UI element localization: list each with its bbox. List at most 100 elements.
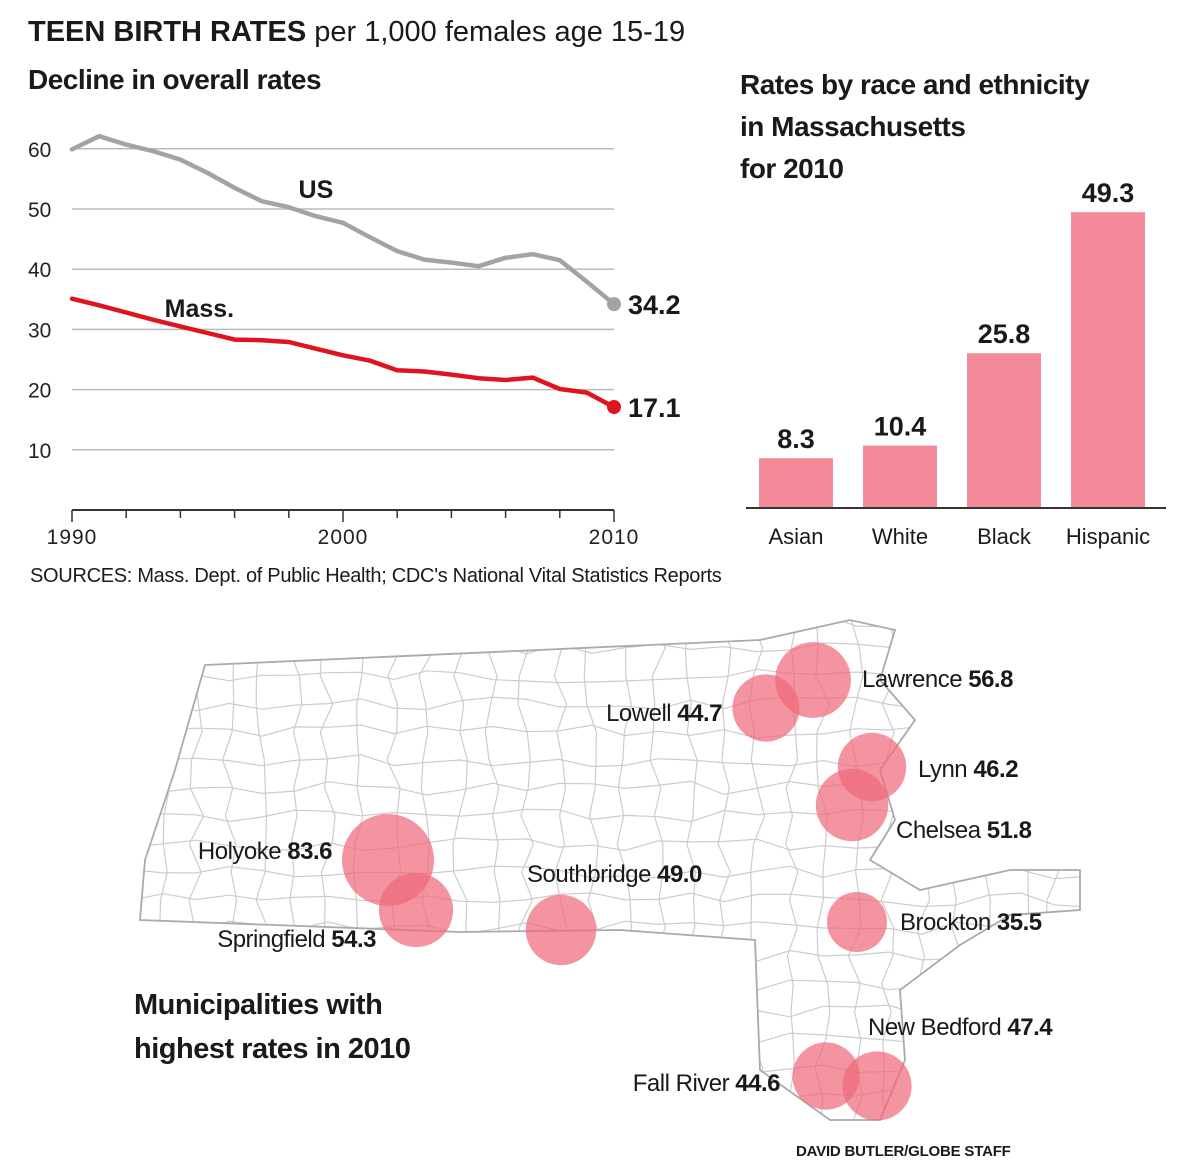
municipality-rate: 35.5 — [997, 909, 1042, 936]
bar — [1071, 212, 1145, 508]
municipality-name: Southbridge — [527, 861, 657, 888]
town-boundary — [154, 620, 171, 1120]
municipality-label: Lynn 46.2 — [918, 756, 1018, 783]
town-boundary — [286, 620, 304, 1120]
town-boundary — [188, 620, 205, 1120]
y-tick-label: 10 — [28, 440, 51, 463]
municipality-name: Brockton — [900, 909, 997, 936]
rate-bubble — [827, 892, 887, 952]
series-end-point — [607, 297, 621, 312]
line-chart: 10 20 30 40 50 60 1990 2000 2010 34.2 US 17.1 Mass. — [28, 133, 681, 549]
x-tick-label: 1990 — [47, 526, 98, 549]
town-boundary — [1045, 620, 1063, 1120]
bar-value-label: 49.3 — [1082, 178, 1135, 208]
municipality-name: Lawrence — [862, 666, 968, 693]
municipality-rate: 44.6 — [735, 1070, 780, 1097]
rate-bubble — [732, 674, 800, 742]
municipality-rate: 47.4 — [1007, 1014, 1053, 1041]
category-label: Hispanic — [1066, 524, 1150, 549]
y-tick-label: 50 — [28, 199, 51, 222]
municipality-name: Lowell — [606, 700, 677, 727]
rate-bubble — [525, 894, 597, 966]
state-outline — [139, 619, 1081, 1121]
rate-bubble — [842, 1051, 912, 1121]
town-boundary — [484, 620, 502, 1120]
municipality-name: Springfield — [217, 926, 331, 953]
municipality-rate: 56.8 — [968, 666, 1013, 693]
municipality-label: Southbridge 49.0 — [527, 861, 702, 888]
town-boundary — [140, 641, 1080, 656]
town-boundary — [140, 620, 1080, 628]
municipality-rate: 49.0 — [657, 861, 702, 888]
title-units: per 1,000 females age 15-19 — [314, 16, 686, 48]
town-boundary — [980, 620, 997, 1120]
rate-bubble — [378, 872, 454, 948]
rate-bubble — [815, 768, 889, 842]
municipality-rate: 46.2 — [973, 756, 1018, 783]
series-name-label: Mass. — [165, 295, 234, 323]
municipality-label: Holyoke 83.6 — [198, 838, 332, 865]
bar-subtitle-line-3: for 2010 — [740, 153, 844, 184]
series-name-label: US — [299, 176, 334, 204]
municipality-name: Chelsea — [896, 817, 987, 844]
series-line — [69, 133, 617, 307]
town-boundary — [140, 892, 1080, 908]
bar-value-label: 25.8 — [978, 319, 1031, 349]
title-bold: TEEN BIRTH RATES — [28, 16, 307, 48]
rate-bubble — [792, 1042, 860, 1110]
municipality-label: Lowell 44.7 — [606, 700, 722, 727]
page-title: TEEN BIRTH RATES per 1,000 females age 1… — [28, 16, 685, 49]
category-label: White — [872, 524, 928, 549]
municipality-name: Holyoke — [198, 838, 287, 865]
bar — [863, 445, 937, 508]
category-label: Black — [977, 524, 1032, 549]
municipality-label: Lawrence 56.8 — [862, 666, 1013, 693]
x-tick-label: 2010 — [589, 526, 640, 549]
map-caption-line-1: Municipalities with — [134, 989, 383, 1021]
massachusetts-map: Lawrence 56.8 Lowell 44.7 Lynn 46.2 Chelsea… — [124, 619, 1081, 1152]
town-boundary — [140, 1089, 1080, 1104]
town-boundary — [220, 620, 238, 1120]
municipality-label: Springfield 54.3 — [217, 926, 376, 953]
y-tick-label: 20 — [28, 380, 51, 403]
municipality-label: Brockton 35.5 — [900, 909, 1042, 936]
series-end-label: 34.2 — [628, 290, 681, 320]
town-boundary — [914, 620, 931, 1120]
series-line — [69, 296, 617, 410]
bar-chart: 8.3 Asian 10.4 White 25.8 Black 49.3 Hispanic — [746, 178, 1166, 549]
town-boundary — [140, 1116, 1080, 1120]
bar-subtitle-line-2: in Massachusetts — [740, 111, 966, 142]
town-boundary — [124, 620, 137, 1152]
town-boundary — [319, 620, 336, 1120]
sources-note: SOURCES: Mass. Dept. of Public Health; C… — [30, 565, 722, 587]
town-boundary — [946, 620, 963, 1120]
town-boundary — [1078, 620, 1080, 1120]
bar-value-label: 8.3 — [777, 424, 815, 454]
town-boundary — [1012, 620, 1030, 1120]
category-label: Asian — [768, 524, 823, 549]
bar-chart-subtitle: Rates by race and ethnicity in Massachus… — [740, 64, 1090, 190]
y-tick-label: 60 — [28, 139, 51, 162]
town-boundary — [255, 620, 269, 1120]
bar — [967, 353, 1041, 508]
bar-value-label: 10.4 — [874, 412, 927, 442]
municipality-name: Lynn — [918, 756, 973, 783]
series-end-label: 17.1 — [628, 393, 681, 423]
municipality-rate: 54.3 — [331, 926, 376, 953]
municipality-name: New Bedford — [868, 1014, 1007, 1041]
municipality-label: Chelsea 51.8 — [896, 817, 1032, 844]
y-tick-label: 30 — [28, 319, 51, 342]
line-chart-subtitle: Decline in overall rates — [28, 64, 322, 95]
municipality-name: Fall River — [633, 1070, 736, 1097]
series-end-point — [607, 400, 621, 415]
bar — [759, 458, 833, 508]
municipality-label: New Bedford 47.4 — [868, 1014, 1053, 1041]
x-tick-label: 2000 — [318, 526, 369, 549]
map-caption-line-2: highest rates in 2010 — [134, 1033, 411, 1065]
municipality-rate: 44.7 — [677, 700, 722, 727]
municipality-rate: 51.8 — [987, 817, 1032, 844]
credit-line: DAVID BUTLER/GLOBE STAFF — [796, 1143, 1011, 1160]
bar-subtitle-line-1: Rates by race and ethnicity — [740, 69, 1090, 100]
y-tick-label: 40 — [28, 259, 51, 282]
town-boundary — [140, 780, 1080, 796]
